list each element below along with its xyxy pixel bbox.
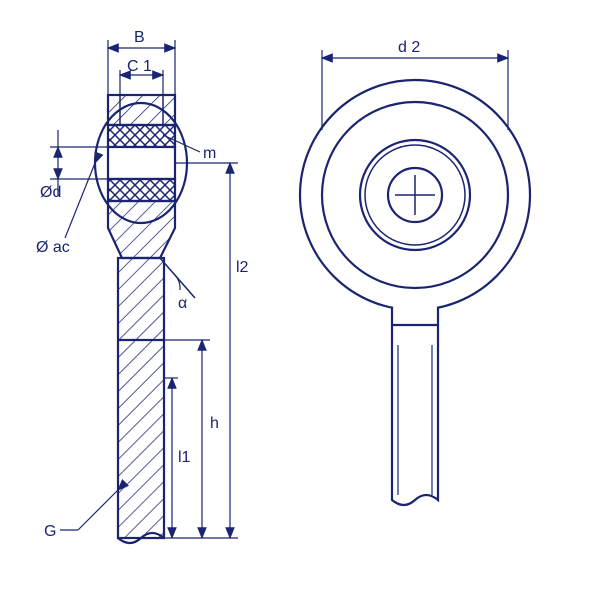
left-section-view (95, 95, 195, 543)
right-front-view (300, 80, 530, 505)
label-C1: C 1 (127, 58, 152, 75)
label-Oac: Ø ac (36, 239, 70, 256)
label-d2: d 2 (398, 39, 420, 56)
label-m: m (203, 145, 216, 162)
label-l2: l2 (236, 259, 249, 276)
label-G: G (44, 523, 56, 540)
label-h: h (210, 415, 219, 432)
label-alpha: α (178, 295, 187, 312)
label-Od: Ød (40, 184, 61, 201)
technical-drawing: B C 1 m Ød Ø ac l2 α h l1 (0, 0, 600, 600)
label-l1: l1 (178, 449, 191, 466)
label-B: B (134, 29, 145, 46)
